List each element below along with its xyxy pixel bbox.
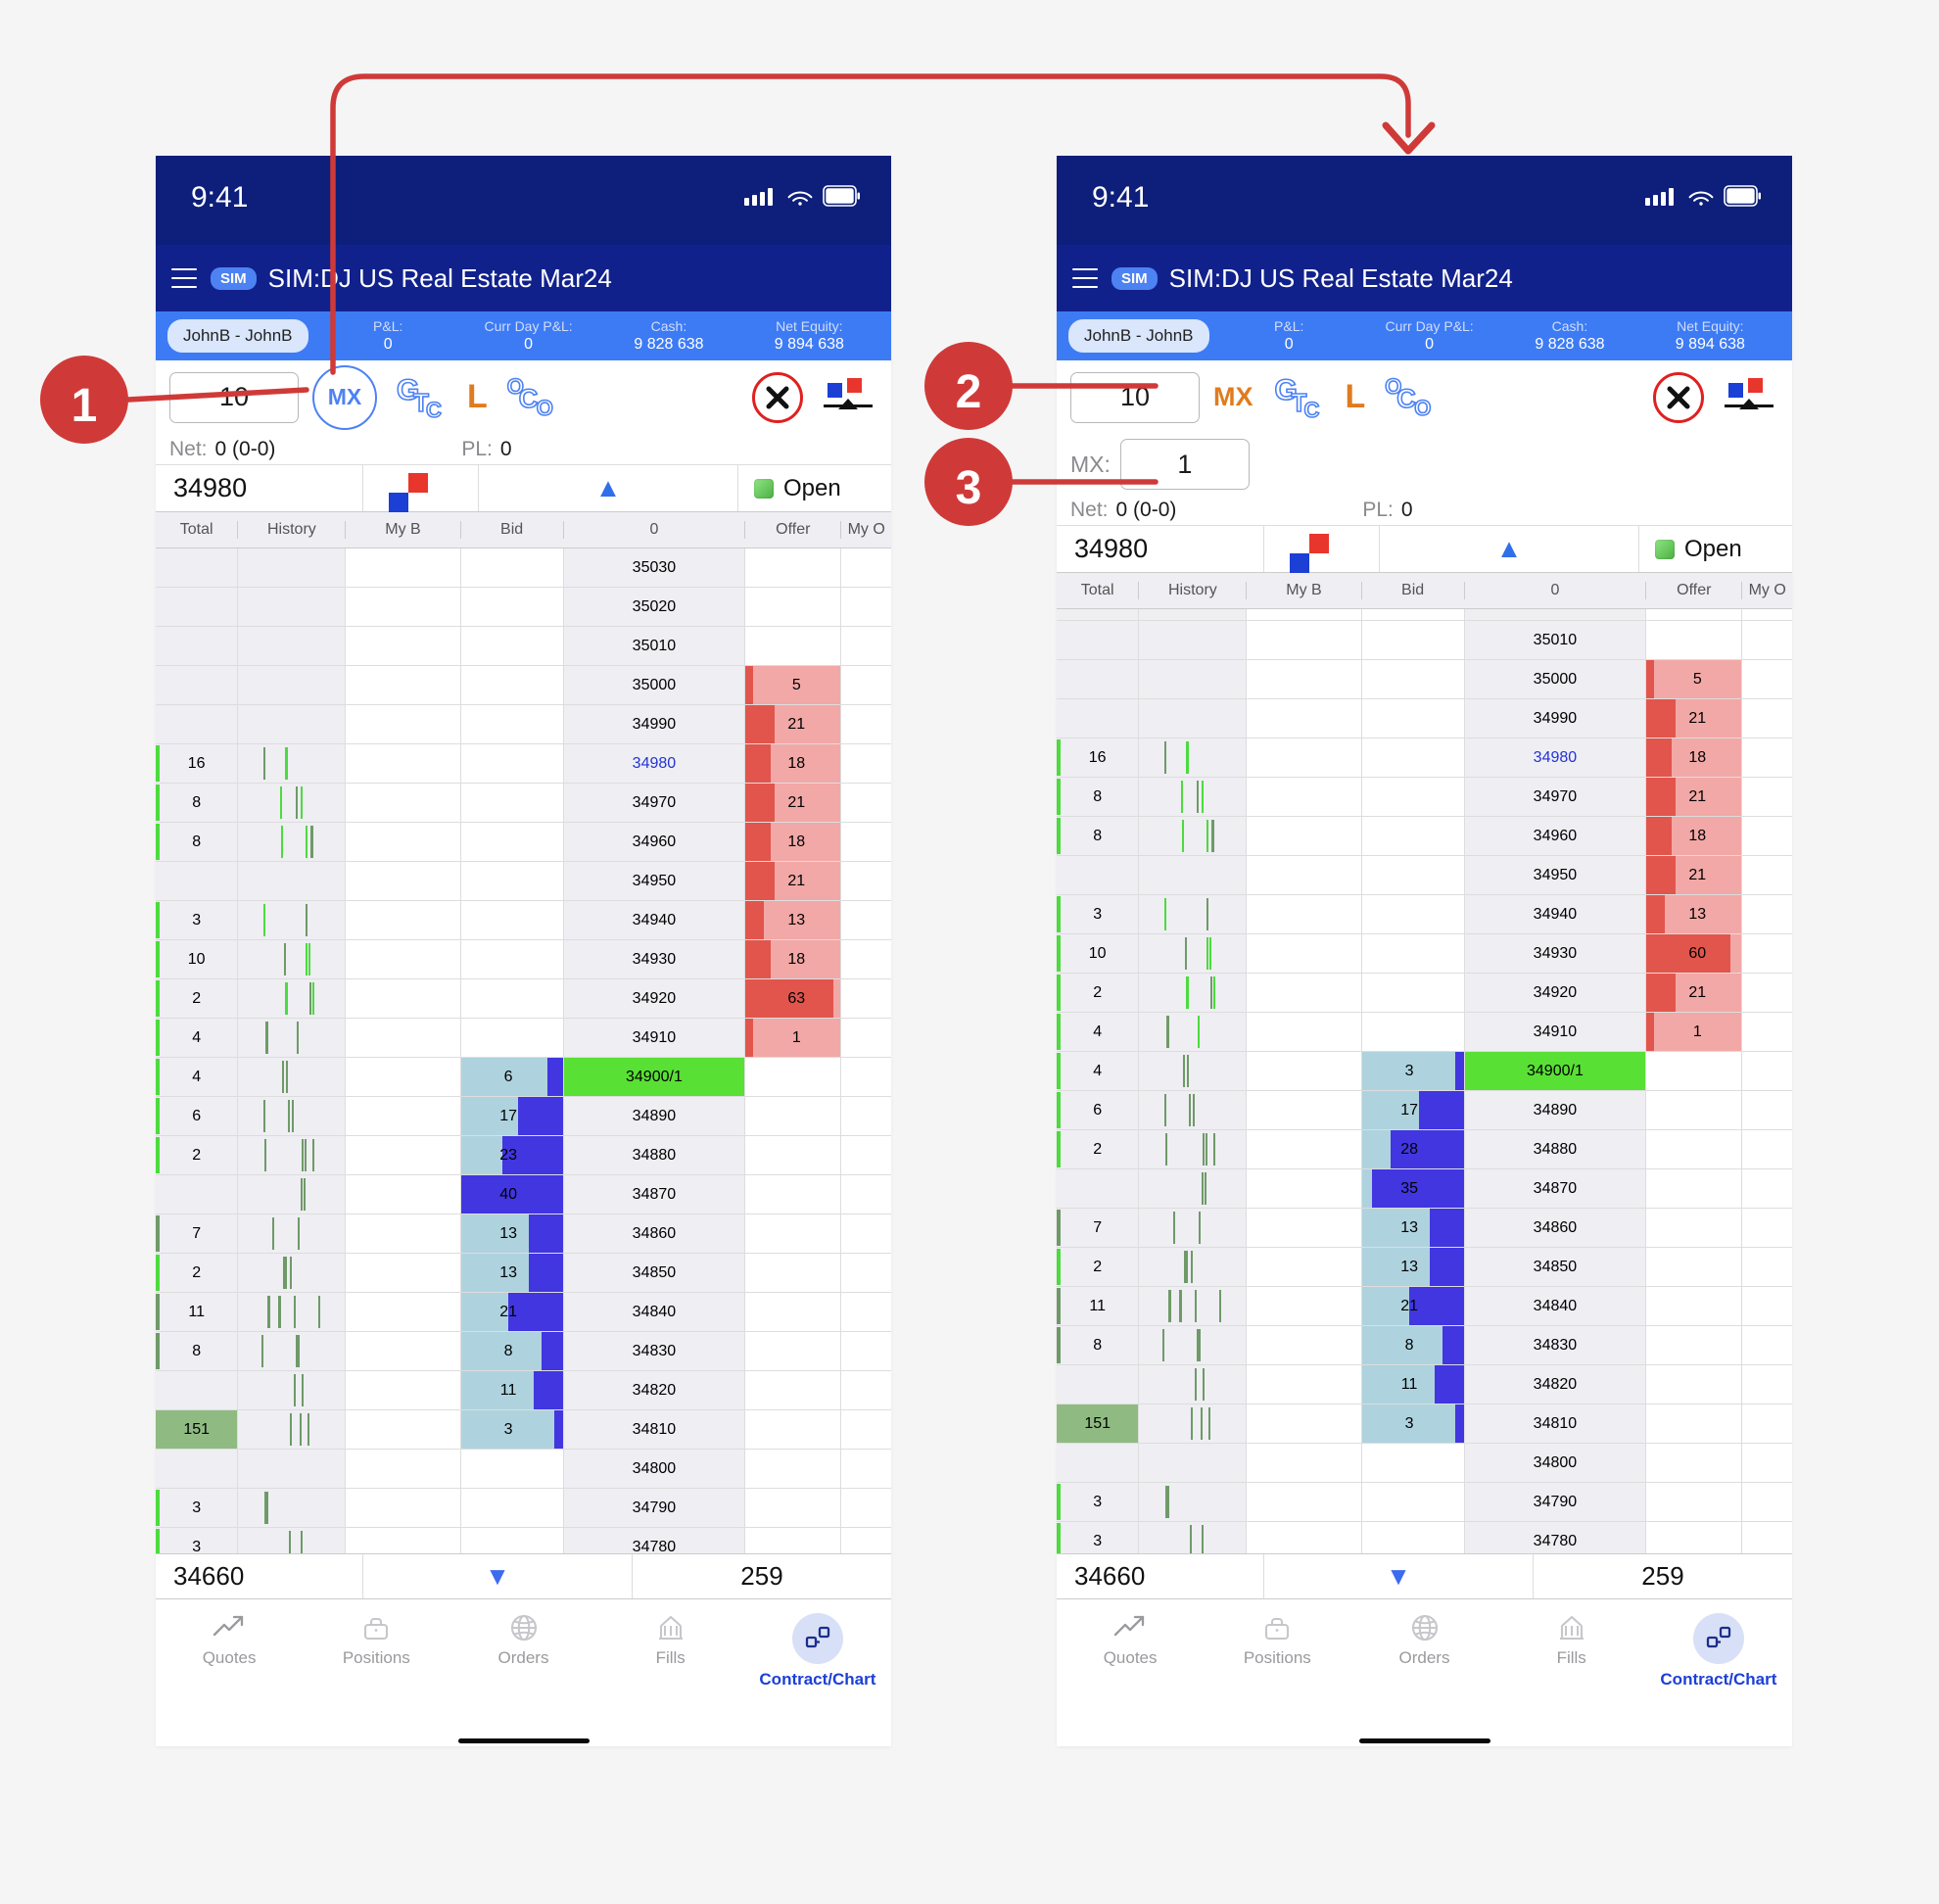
svg-text:3: 3 <box>956 462 982 514</box>
svg-text:1: 1 <box>71 380 98 432</box>
svg-text:2: 2 <box>956 366 982 418</box>
